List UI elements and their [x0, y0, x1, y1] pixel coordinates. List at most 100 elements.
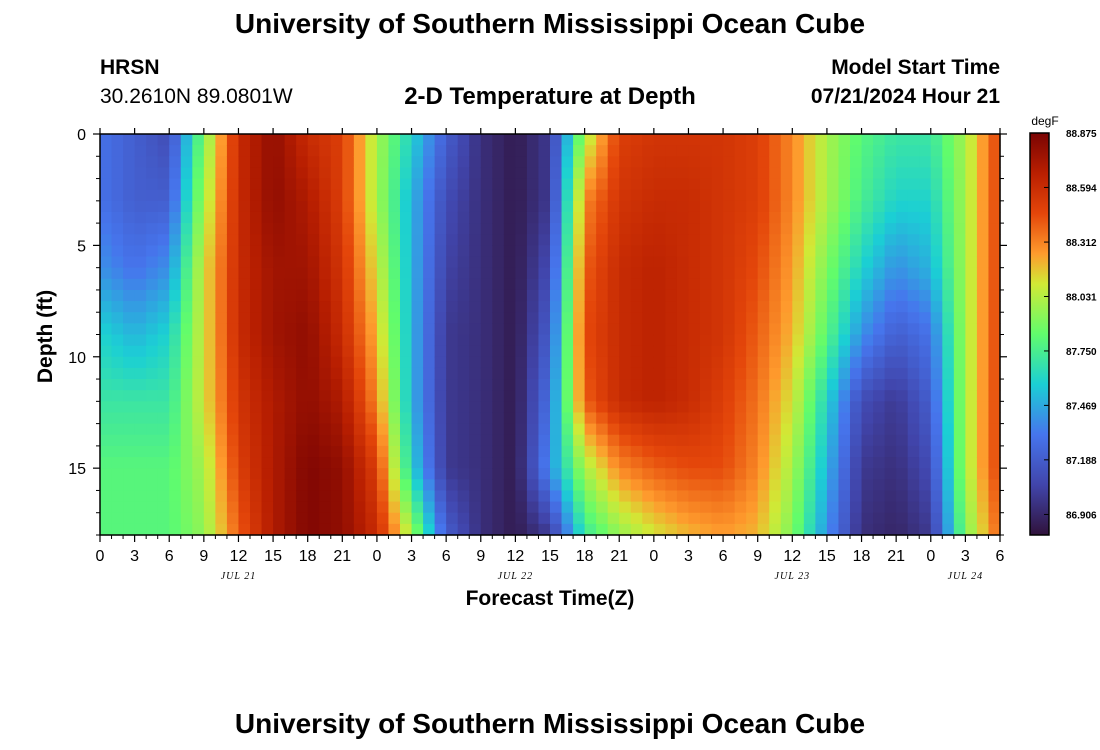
heatmap-cell — [100, 334, 113, 347]
heatmap-cell — [446, 390, 459, 402]
heatmap-cell — [711, 234, 724, 246]
heatmap-cell — [400, 289, 413, 302]
heatmap-cell — [919, 356, 932, 369]
heatmap-cell — [769, 234, 782, 246]
heatmap-cell — [584, 523, 597, 536]
heatmap-cell — [561, 434, 574, 447]
heatmap-cell — [942, 134, 955, 146]
heatmap-cell — [711, 334, 724, 347]
heatmap-cell — [330, 379, 343, 391]
heatmap-cell — [792, 178, 805, 191]
heatmap-cell — [169, 301, 182, 313]
heatmap-cell — [273, 434, 286, 447]
heatmap-cell — [353, 412, 366, 425]
heatmap-cell — [100, 256, 113, 269]
heatmap-cell — [619, 256, 632, 269]
heatmap-cell — [792, 223, 805, 235]
heatmap-cell — [480, 334, 493, 347]
heatmap-cell — [930, 490, 943, 503]
heatmap-cell — [134, 523, 147, 536]
heatmap-cell — [307, 434, 320, 447]
heatmap-cell — [284, 178, 297, 191]
heatmap-cell — [884, 211, 897, 224]
heatmap-cell — [976, 245, 990, 258]
heatmap-cell — [100, 445, 113, 458]
heatmap-cell — [723, 234, 736, 246]
heatmap-cell — [480, 289, 493, 302]
heatmap-cell — [515, 189, 528, 202]
heatmap-cell — [319, 278, 332, 291]
heatmap-cell — [330, 200, 343, 213]
heatmap-cell — [965, 468, 978, 480]
heatmap-cell — [573, 223, 586, 235]
heatmap-cell — [676, 512, 690, 525]
heatmap-cell — [838, 312, 851, 324]
heatmap-cell — [226, 445, 240, 458]
heatmap-cell — [261, 189, 274, 202]
heatmap-cell — [157, 523, 170, 536]
x-axis-label: Forecast Time(Z) — [466, 587, 635, 610]
heatmap-cell — [792, 145, 805, 157]
heatmap-cell — [561, 367, 574, 380]
heatmap-cell — [446, 479, 459, 492]
heatmap-cell — [226, 345, 240, 358]
heatmap-cell — [884, 367, 897, 380]
heatmap-cell — [780, 289, 793, 302]
heatmap-cell — [169, 379, 182, 391]
heatmap-cell — [619, 423, 632, 436]
heatmap-cell — [919, 211, 932, 224]
heatmap-cell — [561, 323, 574, 336]
heatmap-cell — [480, 167, 493, 180]
heatmap-cell — [515, 479, 528, 492]
heatmap-cell — [803, 356, 816, 369]
heatmap-cell — [942, 200, 955, 213]
heatmap-cell — [803, 501, 816, 514]
heatmap-cell — [203, 301, 216, 313]
heatmap-cell — [850, 356, 863, 369]
heatmap-cell — [238, 423, 251, 436]
heatmap-cell — [180, 379, 193, 391]
heatmap-cell — [342, 267, 355, 280]
heatmap-cell — [711, 256, 724, 269]
heatmap-cell — [653, 512, 666, 525]
heatmap-cell — [319, 390, 332, 402]
heatmap-cell — [607, 256, 620, 269]
heatmap-cell — [411, 434, 424, 447]
heatmap-cell — [907, 178, 920, 191]
heatmap-cell — [665, 278, 678, 291]
heatmap-cell — [907, 457, 920, 469]
heatmap-cell — [953, 345, 966, 358]
heatmap-cell — [815, 523, 828, 536]
heatmap-cell — [561, 479, 574, 492]
heatmap-cell — [769, 167, 782, 180]
heatmap-cell — [423, 434, 436, 447]
heatmap-cell — [619, 267, 632, 280]
heatmap-cell — [146, 312, 159, 324]
heatmap-cell — [630, 145, 643, 157]
heatmap-cell — [411, 412, 424, 425]
heatmap-cell — [826, 457, 840, 469]
heatmap-cell — [653, 468, 666, 480]
heatmap-cell — [100, 223, 113, 235]
heatmap-cell — [550, 145, 563, 157]
heatmap-cell — [584, 345, 597, 358]
heatmap-cell — [734, 223, 747, 235]
heatmap-cell — [792, 278, 805, 291]
heatmap-cell — [711, 468, 724, 480]
heatmap-cell — [123, 189, 136, 202]
heatmap-cell — [815, 512, 828, 525]
heatmap-cell — [976, 512, 990, 525]
heatmap-cell — [896, 445, 909, 458]
heatmap-cell — [988, 223, 1001, 235]
heatmap-cell — [423, 312, 436, 324]
heatmap-cell — [157, 267, 170, 280]
heatmap-cell — [988, 434, 1001, 447]
heatmap-cell — [411, 356, 424, 369]
heatmap-cell — [492, 301, 505, 313]
heatmap-cell — [873, 501, 886, 514]
heatmap-cell — [319, 501, 332, 514]
heatmap-cell — [850, 289, 863, 302]
heatmap-cell — [861, 278, 874, 291]
heatmap-cell — [607, 512, 620, 525]
heatmap-cell — [457, 379, 470, 391]
